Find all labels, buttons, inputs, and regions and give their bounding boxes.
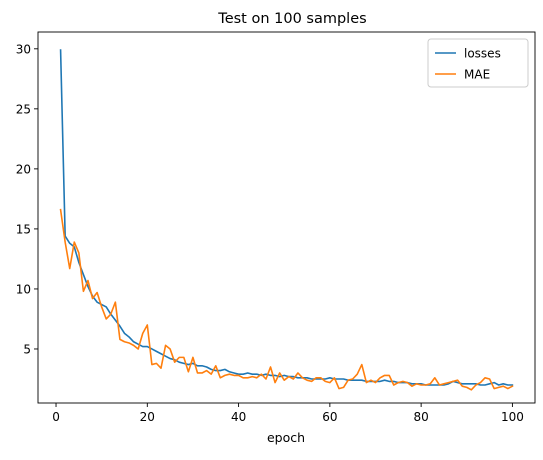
y-tick-label: 5 [23, 342, 31, 356]
series-line-mae [61, 210, 513, 390]
y-tick-label: 15 [16, 222, 31, 236]
x-tick-label: 60 [322, 410, 337, 424]
x-tick-label: 0 [52, 410, 60, 424]
legend: losses MAE [428, 39, 528, 87]
y-tick-label: 10 [16, 282, 31, 296]
y-axis: 5 10 15 20 25 30 [16, 42, 38, 356]
plot-area [38, 32, 535, 403]
series-line-losses [61, 50, 513, 385]
chart-title: Test on 100 samples [217, 11, 366, 27]
legend-label: MAE [464, 68, 490, 82]
y-tick-label: 20 [16, 162, 31, 176]
x-axis: 0 20 40 60 80 100 [52, 403, 524, 424]
y-tick-label: 25 [16, 102, 31, 116]
axes-frame [38, 32, 535, 403]
x-tick-label: 20 [140, 410, 155, 424]
legend-label: losses [464, 47, 501, 61]
x-tick-label: 40 [231, 410, 246, 424]
x-tick-label: 100 [501, 410, 524, 424]
x-axis-label: epoch [267, 430, 305, 445]
y-tick-label: 30 [16, 42, 31, 56]
x-tick-label: 80 [413, 410, 428, 424]
